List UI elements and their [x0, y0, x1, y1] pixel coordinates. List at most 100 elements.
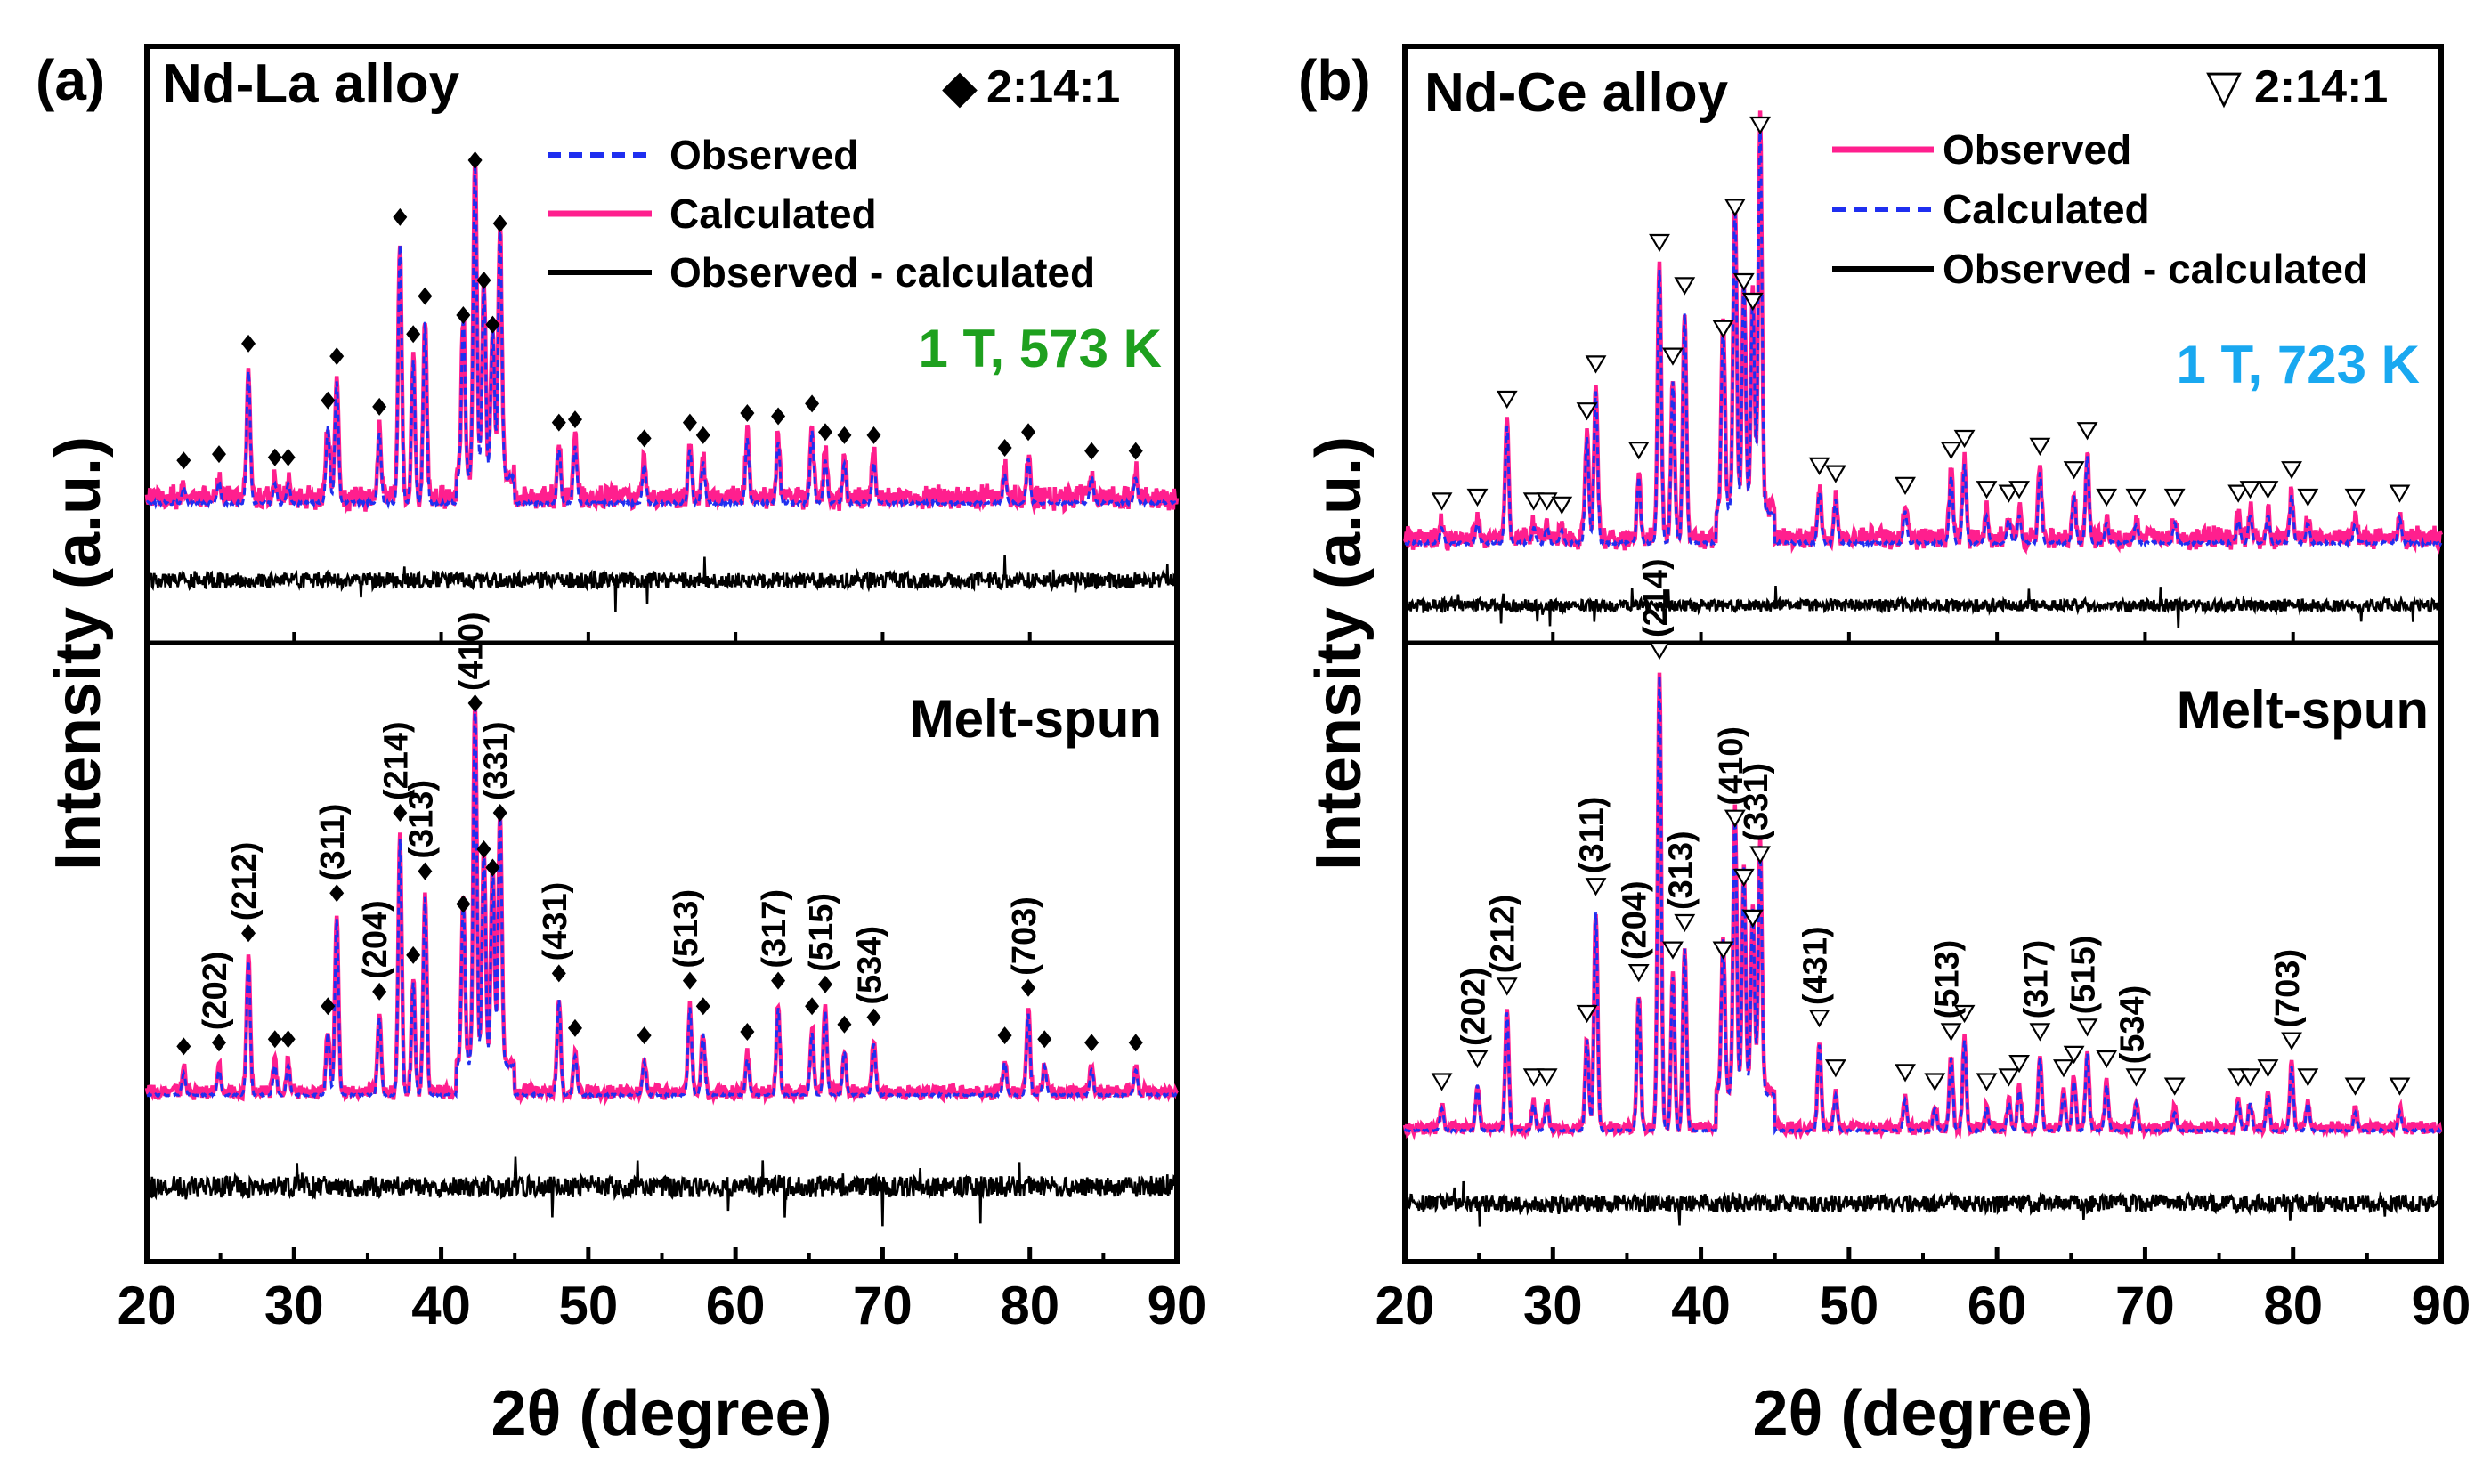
x-tick-label: 70	[2115, 1276, 2175, 1335]
peak-marker	[2389, 484, 2411, 503]
peak-marker	[1522, 492, 1545, 511]
peak-marker	[1712, 320, 1734, 338]
peak-marker	[771, 407, 786, 426]
peak-marker	[682, 413, 697, 432]
hkl-label: (515)	[2065, 936, 2103, 1015]
peak-marker	[551, 964, 566, 983]
x-tick-label: 30	[1523, 1276, 1583, 1335]
panel-b-x-axis-label: 2θ (degree)	[1752, 1378, 2093, 1449]
peak-marker	[267, 448, 282, 466]
peak-marker	[637, 1026, 652, 1045]
panel-a-x-axis-label: 2θ (degree)	[491, 1378, 832, 1449]
hkl-label: (214)	[1637, 558, 1675, 637]
peak-marker	[1466, 1050, 1489, 1069]
peak-marker	[476, 271, 491, 289]
legend-a-observed-label: Observed	[669, 132, 858, 178]
peak-marker	[2096, 488, 2118, 507]
panel-a-condition: 1 T, 573 K	[919, 319, 1163, 378]
peak-marker	[321, 997, 336, 1016]
peak-marker	[805, 394, 820, 413]
peak-marker	[740, 404, 755, 422]
hkl-label: (410)	[1713, 726, 1750, 806]
peak-marker	[485, 858, 500, 877]
b-bottom-difference-line	[1404, 1180, 2443, 1227]
peak-marker	[2297, 1068, 2319, 1087]
peak-marker	[1576, 402, 1598, 421]
peak-marker	[280, 1030, 296, 1049]
peak-marker	[1662, 941, 1684, 960]
peak-marker	[467, 694, 483, 712]
peak-marker	[2163, 488, 2186, 507]
x-tick-label: 60	[706, 1276, 766, 1335]
peak-marker	[1522, 1068, 1545, 1087]
peak-marker	[2096, 1050, 2118, 1069]
peak-marker	[241, 334, 256, 353]
legend-b-difference-label: Observed - calculated	[1943, 246, 2368, 292]
peak-marker	[321, 391, 336, 410]
panel-b-phase-symbol: ▽	[2206, 61, 2242, 113]
peak-marker	[418, 287, 433, 305]
panel-b-melt-spun-label: Melt-spun	[2177, 680, 2429, 740]
peak-marker	[393, 207, 408, 226]
peak-marker	[682, 971, 697, 990]
peak-marker	[1466, 488, 1489, 507]
peak-marker	[1585, 355, 1607, 374]
peak-marker	[1662, 347, 1684, 366]
x-tick-label: 60	[1968, 1276, 2027, 1335]
a-bottom-calculated-line	[146, 701, 1178, 1099]
peak-marker	[406, 325, 421, 344]
x-tick-label: 30	[264, 1276, 324, 1335]
panel-a-melt-spun-label: Melt-spun	[910, 689, 1162, 749]
hkl-label: (313)	[1662, 831, 1700, 910]
peak-marker	[1712, 941, 1734, 960]
peak-marker	[2281, 461, 2302, 480]
peak-marker	[1037, 1030, 1052, 1049]
b-top-difference-line	[1404, 585, 2442, 629]
panel-a-curves	[144, 153, 1180, 1227]
peak-marker	[1749, 846, 1772, 864]
peak-marker	[372, 982, 387, 1001]
peak-marker	[1649, 641, 1670, 661]
peak-marker	[1724, 199, 1746, 217]
panel-a-alloy-title: Nd-La alloy	[162, 53, 460, 115]
x-tick-label: 20	[1375, 1276, 1435, 1335]
panel-b-y-axis-label: Intensity (a.u.)	[1303, 436, 1375, 871]
peak-marker	[2281, 1032, 2302, 1050]
peak-marker	[176, 1037, 191, 1056]
peak-marker	[1808, 457, 1830, 475]
peak-marker	[211, 1034, 226, 1052]
peak-marker	[2029, 437, 2051, 456]
peak-marker	[1824, 1059, 1846, 1078]
peak-marker	[485, 315, 500, 334]
peak-marker	[2063, 461, 2085, 480]
panel-b-frame	[1402, 44, 2444, 1264]
peak-marker	[456, 305, 471, 324]
hkl-label: (212)	[1485, 895, 1522, 974]
peak-marker	[329, 884, 345, 903]
peak-marker	[551, 413, 566, 432]
panel-a-phase-symbol: ◆	[942, 61, 978, 113]
hkl-label: (410)	[453, 612, 491, 691]
peak-marker	[2063, 1045, 2085, 1065]
peak-marker	[1976, 1073, 1998, 1091]
peak-marker	[418, 862, 433, 880]
peak-marker	[2257, 1059, 2279, 1078]
peak-marker	[1496, 390, 1518, 410]
peak-marker	[1895, 476, 1916, 495]
peak-marker	[1998, 484, 2020, 503]
hkl-label: (204)	[357, 900, 394, 979]
peak-marker	[211, 445, 226, 464]
panel-b-markers: (202)(212) (311)(204) (214) (313) (410)(331)…	[1431, 116, 2411, 1096]
hkl-label: (311)	[1574, 797, 1611, 874]
peak-marker	[2008, 1055, 2031, 1074]
a-top-observed-line	[144, 153, 1180, 515]
peak-marker	[1021, 978, 1036, 997]
hkl-label: (212)	[226, 842, 264, 921]
hkl-label: (214)	[377, 721, 415, 800]
peak-marker	[1496, 977, 1518, 996]
hkl-label: (515)	[803, 893, 840, 972]
peak-marker	[2163, 1077, 2186, 1096]
peak-marker	[1724, 809, 1746, 828]
peak-marker	[2029, 1023, 2051, 1042]
